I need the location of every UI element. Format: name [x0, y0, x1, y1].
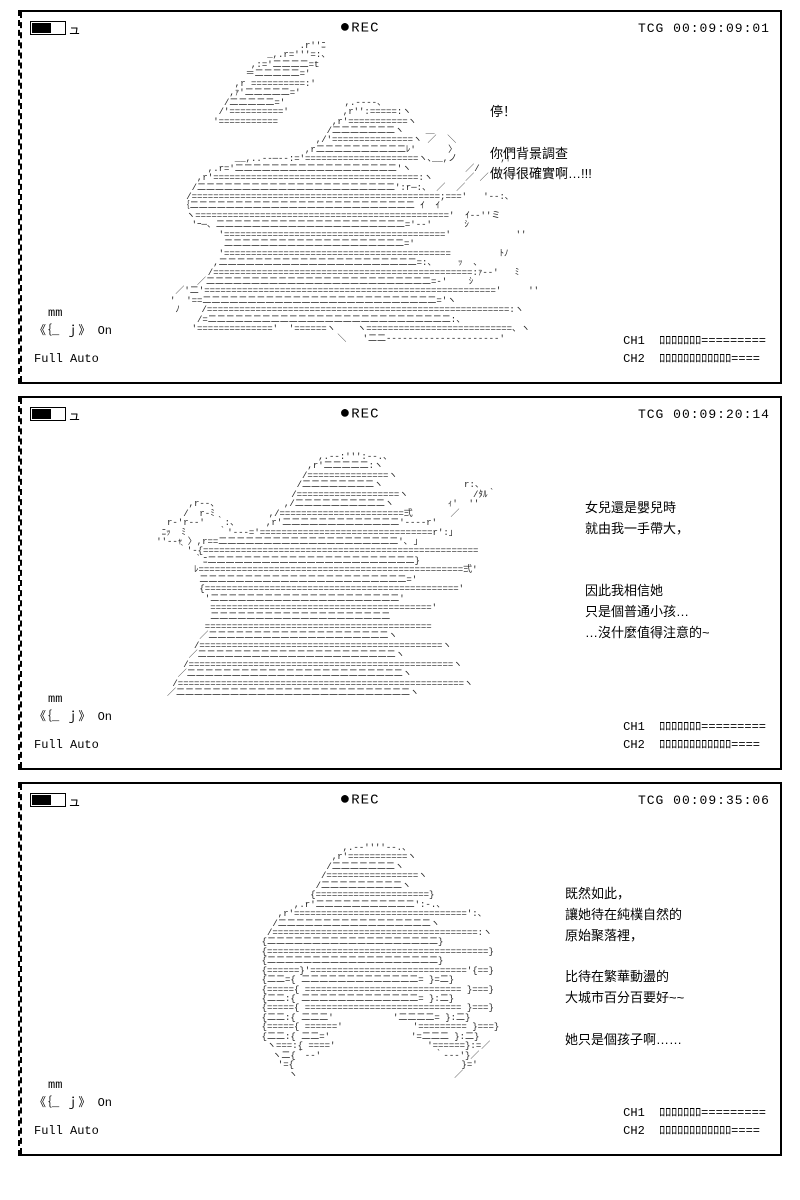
mm-label: mm	[34, 690, 112, 708]
rec-label: REC	[351, 407, 379, 423]
left-info-block: mm《｛_ ｊ》 On Full Auto	[34, 690, 112, 754]
ascii-figure: .r''ﾆ _,.r='''=:、 ,:='二二二二=t ＝二二二二二=' ,r…	[170, 42, 539, 344]
channel-meters: CH1 ﾛﾛﾛﾛﾛﾛﾛ=========CH2 ﾛﾛﾛﾛﾛﾛﾛﾛﾛﾛﾛﾛ====	[623, 718, 766, 754]
battery-suffix: ュ	[68, 19, 81, 38]
dialogue-text: 女兒還是嬰兒時 就由我一手帶大， 因此我相信她 只是個普通小孩… …沒什麼值得注…	[585, 498, 710, 644]
ch1-meter: CH1 ﾛﾛﾛﾛﾛﾛﾛ=========	[623, 332, 766, 350]
ascii-figure: ,.--:''':--.、 ,r'二二二二二:ヽ /==============…	[140, 453, 496, 698]
left-info-block: mm《｛_ ｊ》 On Full Auto	[34, 1076, 112, 1140]
ascii-figure: ,.--''''--.、 ,r'===========ヽ /二二二二二二二ヽ /…	[240, 844, 499, 1080]
full-auto-label: Full Auto	[34, 736, 112, 754]
camcorder-panel-2: ュ ●REC TCG 00:09:20:14 ,.--:''':--.、 ,r'二二…	[18, 396, 782, 770]
battery-suffix: ュ	[68, 405, 81, 424]
left-info-block: mm《｛_ ｊ》 On Full Auto	[34, 304, 112, 368]
battery-indicator: ュ	[30, 19, 81, 38]
camcorder-panel-3: ュ ●REC TCG 00:09:35:06 ,.--''''--.、 ,r'===…	[18, 782, 782, 1156]
ch2-meter: CH2 ﾛﾛﾛﾛﾛﾛﾛﾛﾛﾛﾛﾛ====	[623, 736, 766, 754]
battery-indicator: ュ	[30, 405, 81, 424]
dialogue-text: 既然如此， 讓她待在純樸自然的 原始聚落裡， 比待在繁華動盪的 大城市百分百要好…	[565, 884, 684, 1050]
battery-suffix: ュ	[68, 791, 81, 810]
topbar: ュ ●REC TCG 00:09:09:01	[30, 18, 770, 38]
ch1-meter: CH1 ﾛﾛﾛﾛﾛﾛﾛ=========	[623, 1104, 766, 1122]
rec-indicator: ●REC	[339, 404, 379, 424]
rec-indicator: ●REC	[339, 790, 379, 810]
channel-meters: CH1 ﾛﾛﾛﾛﾛﾛﾛ=========CH2 ﾛﾛﾛﾛﾛﾛﾛﾛﾛﾛﾛﾛ====	[623, 1104, 766, 1140]
ch2-meter: CH2 ﾛﾛﾛﾛﾛﾛﾛﾛﾛﾛﾛﾛ====	[623, 350, 766, 368]
rec-dot-icon: ●	[339, 404, 351, 424]
ch2-meter: CH2 ﾛﾛﾛﾛﾛﾛﾛﾛﾛﾛﾛﾛ====	[623, 1122, 766, 1140]
rec-label: REC	[351, 793, 379, 809]
mm-label: mm	[34, 304, 112, 322]
on-label: 《｛_ ｊ》 On	[34, 708, 112, 726]
rec-dot-icon: ●	[339, 18, 351, 38]
channel-meters: CH1 ﾛﾛﾛﾛﾛﾛﾛ=========CH2 ﾛﾛﾛﾛﾛﾛﾛﾛﾛﾛﾛﾛ====	[623, 332, 766, 368]
rec-indicator: ●REC	[339, 18, 379, 38]
rec-dot-icon: ●	[339, 790, 351, 810]
full-auto-label: Full Auto	[34, 350, 112, 368]
tcg-timecode: TCG 00:09:35:06	[638, 793, 770, 808]
tcg-timecode: TCG 00:09:09:01	[638, 21, 770, 36]
topbar: ュ ●REC TCG 00:09:20:14	[30, 404, 770, 424]
battery-indicator: ュ	[30, 791, 81, 810]
on-label: 《｛_ ｊ》 On	[34, 1094, 112, 1112]
full-auto-label: Full Auto	[34, 1122, 112, 1140]
ch1-meter: CH1 ﾛﾛﾛﾛﾛﾛﾛ=========	[623, 718, 766, 736]
camcorder-panel-1: ュ ●REC TCG 00:09:09:01 .r''ﾆ _,.r='''=:、 ,…	[18, 10, 782, 384]
mm-label: mm	[34, 1076, 112, 1094]
topbar: ュ ●REC TCG 00:09:35:06	[30, 790, 770, 810]
on-label: 《｛_ ｊ》 On	[34, 322, 112, 340]
rec-label: REC	[351, 21, 379, 37]
tcg-timecode: TCG 00:09:20:14	[638, 407, 770, 422]
dialogue-text: 停！ 你們背景調查 做得很確實啊…!!!	[490, 102, 592, 185]
